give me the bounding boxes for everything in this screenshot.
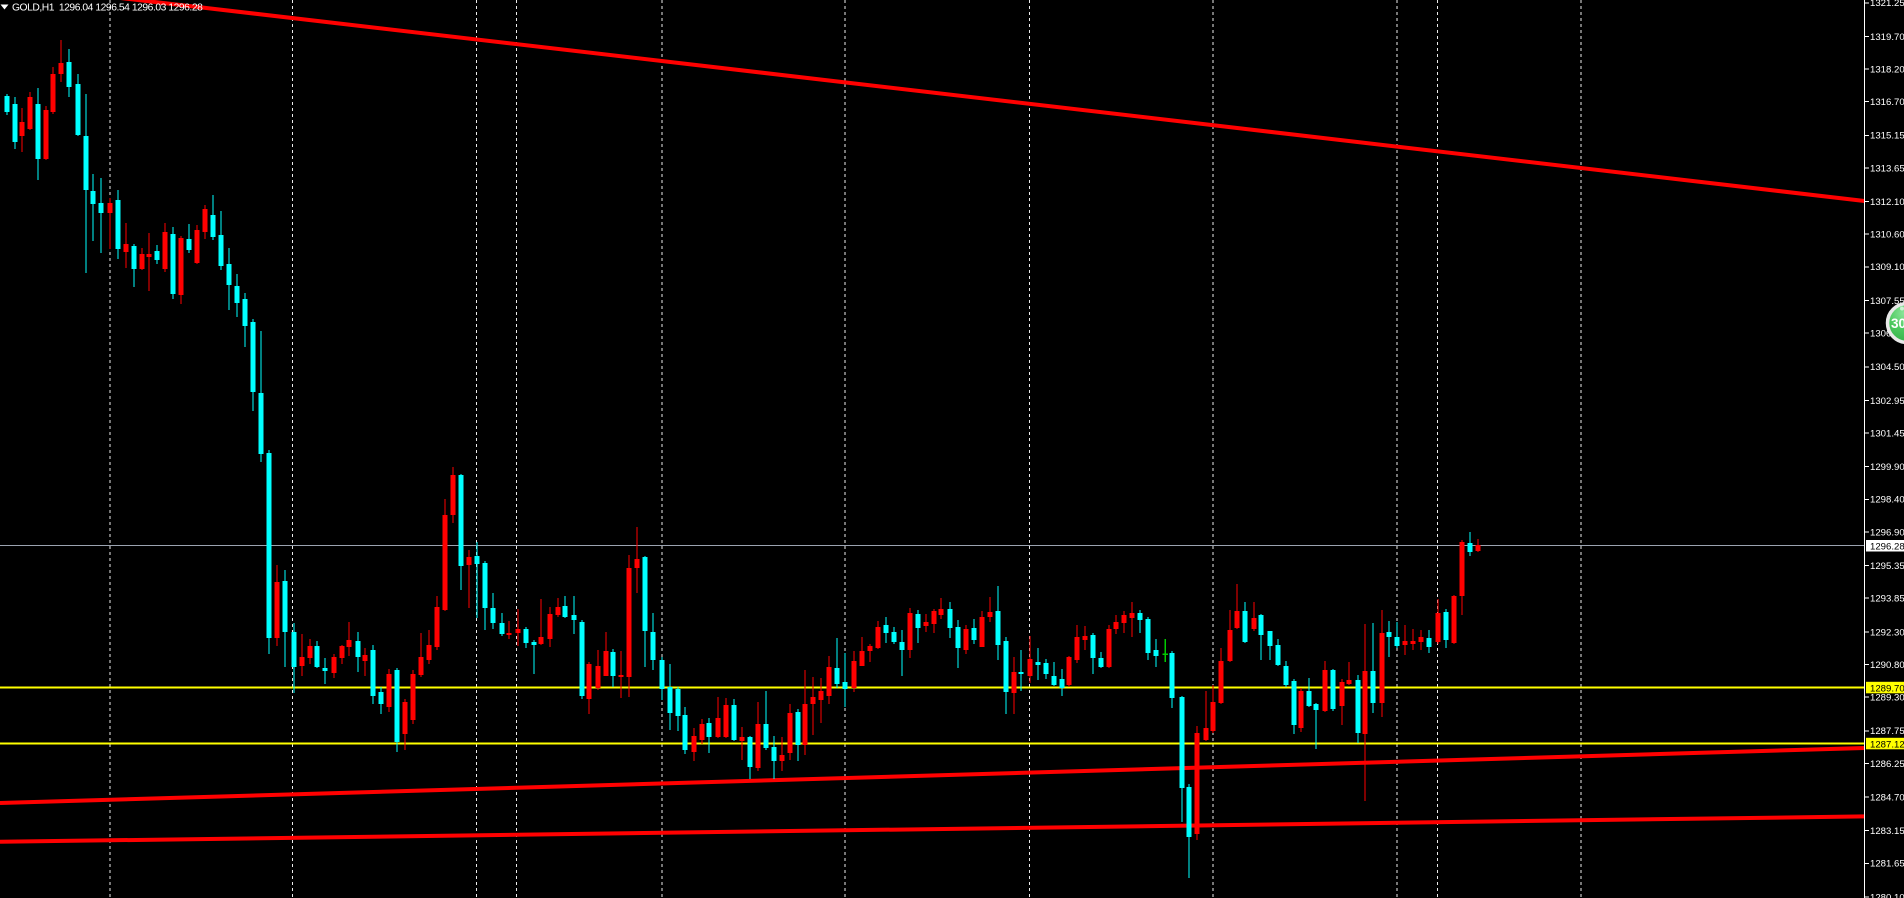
svg-text:1296.90: 1296.90 [1870, 527, 1904, 538]
svg-text:1296.28: 1296.28 [1870, 542, 1904, 553]
svg-text:1315.15: 1315.15 [1870, 131, 1904, 142]
svg-text:1289.70: 1289.70 [1870, 683, 1904, 694]
svg-text:1318.20: 1318.20 [1870, 64, 1904, 75]
svg-text:1298.40: 1298.40 [1870, 495, 1904, 506]
svg-text:1287.12: 1287.12 [1870, 739, 1904, 750]
svg-text:1302.95: 1302.95 [1870, 396, 1904, 407]
svg-text:1287.75: 1287.75 [1870, 726, 1904, 737]
svg-text:1293.85: 1293.85 [1870, 594, 1904, 605]
svg-text:1321.25: 1321.25 [1870, 0, 1904, 9]
svg-text:1281.65: 1281.65 [1870, 859, 1904, 870]
svg-text:1319.70: 1319.70 [1870, 32, 1904, 43]
svg-text:1301.45: 1301.45 [1870, 428, 1904, 439]
svg-text:1309.10: 1309.10 [1870, 262, 1904, 273]
svg-text:30: 30 [1891, 316, 1904, 331]
svg-text:1299.90: 1299.90 [1870, 462, 1904, 473]
svg-text:1304.50: 1304.50 [1870, 362, 1904, 373]
svg-text:1313.65: 1313.65 [1870, 163, 1904, 174]
svg-text:1295.35: 1295.35 [1870, 561, 1904, 572]
svg-text:1286.25: 1286.25 [1870, 759, 1904, 770]
svg-text:1316.70: 1316.70 [1870, 97, 1904, 108]
svg-text:1307.55: 1307.55 [1870, 296, 1904, 307]
svg-text:1284.70: 1284.70 [1870, 793, 1904, 804]
svg-text:1280.10: 1280.10 [1870, 892, 1904, 898]
svg-text:1310.60: 1310.60 [1870, 230, 1904, 241]
svg-text:1290.80: 1290.80 [1870, 660, 1904, 671]
svg-text:GOLD,H1 1296.04 1296.54 1296.: GOLD,H1 1296.04 1296.54 1296.03 1296.28 [12, 3, 203, 14]
svg-text:1289.30: 1289.30 [1870, 693, 1904, 704]
svg-text:1292.30: 1292.30 [1870, 627, 1904, 638]
svg-text:1306.05: 1306.05 [1870, 329, 1904, 340]
svg-text:1283.15: 1283.15 [1870, 826, 1904, 837]
svg-text:1312.10: 1312.10 [1870, 197, 1904, 208]
